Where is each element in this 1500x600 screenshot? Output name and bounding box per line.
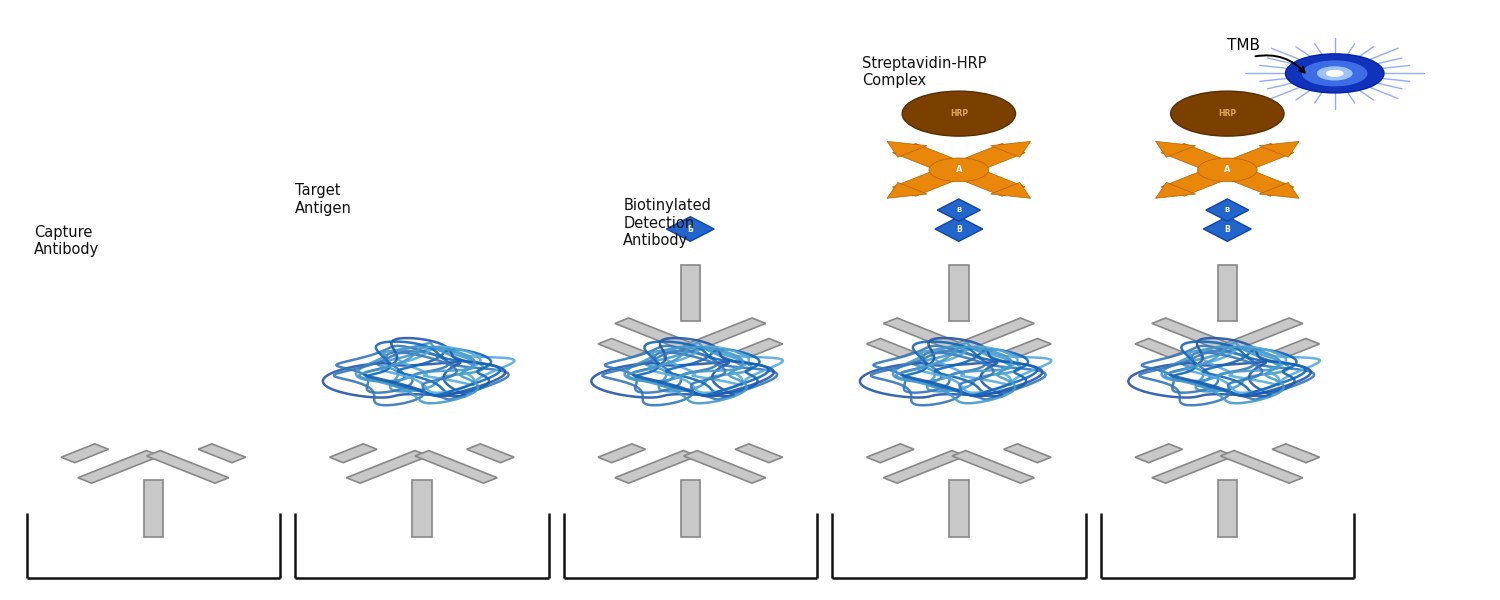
Bar — [1136, 338, 1182, 358]
Polygon shape — [938, 199, 981, 221]
Bar — [147, 451, 228, 483]
Bar — [1136, 444, 1182, 463]
Text: HRP: HRP — [1218, 109, 1236, 118]
Bar — [1221, 318, 1302, 350]
Circle shape — [1286, 54, 1384, 93]
Bar — [681, 481, 700, 536]
Text: B: B — [1224, 207, 1230, 213]
Bar — [946, 165, 1026, 196]
Bar — [884, 451, 966, 483]
Bar — [1215, 143, 1294, 175]
Circle shape — [1170, 91, 1284, 136]
Bar — [413, 481, 432, 536]
Bar — [684, 451, 765, 483]
Text: HRP: HRP — [950, 109, 968, 118]
Circle shape — [1302, 61, 1368, 86]
Text: B: B — [1224, 224, 1230, 233]
Bar — [1161, 143, 1239, 175]
Bar — [1215, 165, 1294, 196]
Bar — [681, 265, 700, 321]
Bar — [615, 451, 698, 483]
Bar — [615, 318, 698, 350]
Circle shape — [902, 91, 1016, 136]
Bar — [1221, 451, 1302, 483]
Text: Biotinylated
Detection
Antibody: Biotinylated Detection Antibody — [622, 198, 711, 248]
Bar — [867, 444, 913, 463]
Bar — [1004, 338, 1052, 358]
Bar — [950, 265, 969, 321]
Bar — [198, 444, 246, 463]
Bar — [416, 451, 497, 483]
Circle shape — [1326, 70, 1344, 77]
Bar — [884, 318, 966, 350]
Text: A: A — [956, 166, 962, 175]
Text: B: B — [956, 224, 962, 233]
Text: A: A — [1224, 166, 1230, 175]
Bar — [735, 338, 783, 358]
Circle shape — [1317, 66, 1353, 80]
Bar — [735, 444, 783, 463]
Text: B: B — [687, 224, 693, 233]
Bar — [1004, 444, 1052, 463]
Bar — [1152, 318, 1234, 350]
Text: Capture
Antibody: Capture Antibody — [34, 224, 99, 257]
Bar — [346, 451, 429, 483]
Bar — [598, 338, 645, 358]
Bar — [1218, 265, 1237, 321]
Bar — [1218, 481, 1237, 536]
Bar — [946, 143, 1026, 175]
Text: Target
Antigen: Target Antigen — [296, 183, 352, 215]
Bar — [1161, 165, 1239, 196]
Bar — [867, 338, 913, 358]
Bar — [950, 481, 969, 536]
Bar — [892, 143, 971, 175]
Polygon shape — [666, 217, 714, 241]
Bar — [892, 165, 971, 196]
Bar — [62, 444, 108, 463]
Polygon shape — [1203, 217, 1251, 241]
Bar — [684, 318, 765, 350]
Bar — [1152, 451, 1234, 483]
Bar — [598, 444, 645, 463]
Bar — [952, 318, 1034, 350]
Polygon shape — [1206, 199, 1249, 221]
Bar — [144, 481, 164, 536]
Bar — [466, 444, 514, 463]
Text: B: B — [956, 207, 962, 213]
Text: TMB: TMB — [1227, 38, 1260, 53]
Circle shape — [928, 158, 988, 182]
Bar — [1272, 338, 1320, 358]
Bar — [1272, 444, 1320, 463]
Circle shape — [1197, 158, 1257, 182]
Bar — [330, 444, 376, 463]
Text: Streptavidin-HRP
Complex: Streptavidin-HRP Complex — [862, 56, 987, 88]
Bar — [952, 451, 1034, 483]
Bar — [78, 451, 160, 483]
Polygon shape — [934, 217, 982, 241]
